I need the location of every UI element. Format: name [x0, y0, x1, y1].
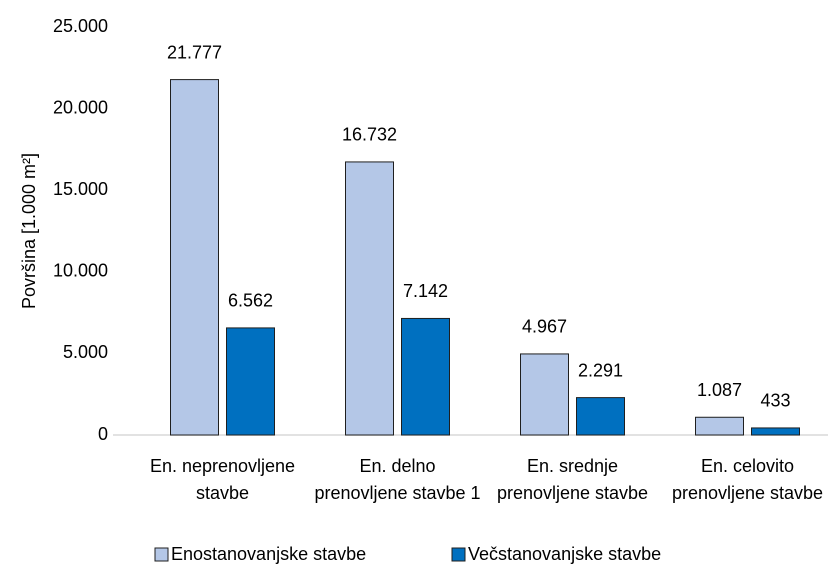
value-label: 7.142: [403, 281, 448, 301]
y-tick-label: 5.000: [63, 342, 108, 362]
bar: [170, 79, 219, 436]
x-tick-line: En. celovito: [701, 456, 794, 476]
value-label: 2.291: [578, 360, 623, 380]
y-tick-label: 20.000: [53, 97, 108, 117]
x-tick-line: prenovljene stavbe: [497, 483, 648, 503]
x-tick-label: En. celovito prenovljene stavbe: [672, 456, 823, 503]
value-label: 16.732: [342, 125, 397, 145]
value-label: 1.087: [697, 380, 742, 400]
bar: [401, 317, 450, 436]
bar: [751, 427, 800, 436]
y-tick-label: 10.000: [53, 261, 108, 281]
value-label: 21.777: [167, 42, 222, 62]
x-tick-line: prenovljene stavbe: [672, 483, 823, 503]
x-tick-line: En. neprenovljene: [150, 456, 295, 476]
x-tick-line: stavbe: [196, 483, 249, 503]
legend-label: Večstanovanjske stavbe: [468, 544, 661, 564]
x-tick-line: En. srednje: [527, 456, 618, 476]
x-tick-line: prenovljene stavbe 1: [314, 483, 480, 503]
x-tick-label: En. srednje prenovljene stavbe: [497, 456, 648, 503]
bar: [345, 161, 394, 436]
x-tick-line: En. delno: [359, 456, 435, 476]
y-tick-label: 0: [98, 424, 108, 444]
x-tick-label: En. delno prenovljene stavbe 1: [314, 456, 480, 503]
value-label: 4.967: [522, 317, 567, 337]
bar: [576, 397, 625, 436]
value-label: 433: [760, 391, 790, 411]
y-tick-label: 15.000: [53, 179, 108, 199]
bar: [695, 416, 744, 436]
bar: [520, 353, 569, 436]
legend-swatch: [451, 547, 466, 562]
y-tick-label: 25.000: [53, 16, 108, 36]
y-axis-label: Površina [1.000 m²]: [19, 153, 39, 309]
bar: [226, 327, 275, 436]
legend-label: Enostanovanjske stavbe: [171, 544, 366, 564]
value-label: 6.562: [228, 291, 273, 311]
x-tick-label: En. neprenovljene stavbe: [150, 456, 295, 503]
legend-swatch: [154, 547, 169, 562]
